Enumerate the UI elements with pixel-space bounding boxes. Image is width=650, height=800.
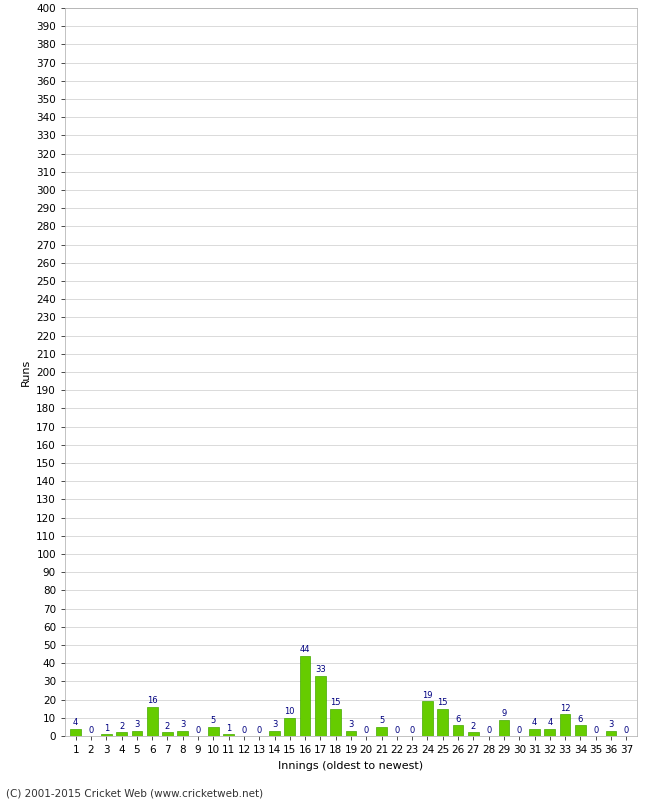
Bar <box>101 734 112 736</box>
Text: 2: 2 <box>119 722 124 731</box>
Text: 0: 0 <box>257 726 262 734</box>
Text: 5: 5 <box>211 717 216 726</box>
Bar <box>70 729 81 736</box>
Bar <box>224 734 234 736</box>
Bar <box>269 730 280 736</box>
Bar <box>208 727 218 736</box>
Text: 2: 2 <box>165 722 170 731</box>
Text: 5: 5 <box>379 717 384 726</box>
Bar <box>330 709 341 736</box>
Text: 0: 0 <box>88 726 94 734</box>
Bar <box>162 732 173 736</box>
Bar <box>376 727 387 736</box>
Text: 10: 10 <box>285 707 295 716</box>
Bar <box>452 725 463 736</box>
Text: 9: 9 <box>501 709 506 718</box>
X-axis label: Innings (oldest to newest): Innings (oldest to newest) <box>278 761 424 770</box>
Bar <box>131 730 142 736</box>
Text: 6: 6 <box>578 714 583 724</box>
Bar <box>346 730 356 736</box>
Bar <box>575 725 586 736</box>
Text: 3: 3 <box>348 720 354 729</box>
Text: 15: 15 <box>437 698 448 707</box>
Text: 4: 4 <box>547 718 552 727</box>
Text: 4: 4 <box>532 718 537 727</box>
Bar <box>499 720 510 736</box>
Text: 3: 3 <box>180 720 185 729</box>
Text: 16: 16 <box>147 697 157 706</box>
Bar <box>606 730 616 736</box>
Text: 0: 0 <box>196 726 201 734</box>
Bar <box>468 732 478 736</box>
Text: 2: 2 <box>471 722 476 731</box>
Text: 19: 19 <box>422 691 433 700</box>
Text: 1: 1 <box>226 724 231 733</box>
Bar <box>437 709 448 736</box>
Bar <box>545 729 555 736</box>
Text: 4: 4 <box>73 718 79 727</box>
Text: 0: 0 <box>363 726 369 734</box>
Bar <box>422 702 433 736</box>
Bar <box>147 707 157 736</box>
Text: 12: 12 <box>560 704 570 713</box>
Text: 15: 15 <box>330 698 341 707</box>
Bar <box>560 714 571 736</box>
Bar <box>116 732 127 736</box>
Text: 3: 3 <box>134 720 140 729</box>
Text: 1: 1 <box>103 724 109 733</box>
Bar <box>300 656 311 736</box>
Text: 0: 0 <box>486 726 491 734</box>
Bar <box>285 718 295 736</box>
Bar <box>177 730 188 736</box>
Text: 33: 33 <box>315 666 326 674</box>
Text: 44: 44 <box>300 646 310 654</box>
Text: 0: 0 <box>241 726 246 734</box>
Text: 0: 0 <box>623 726 629 734</box>
Y-axis label: Runs: Runs <box>21 358 31 386</box>
Text: 3: 3 <box>272 720 277 729</box>
Text: 6: 6 <box>456 714 461 724</box>
Text: 0: 0 <box>593 726 599 734</box>
Text: 0: 0 <box>517 726 522 734</box>
Bar <box>529 729 540 736</box>
Text: 0: 0 <box>410 726 415 734</box>
Text: 0: 0 <box>395 726 400 734</box>
Text: 3: 3 <box>608 720 614 729</box>
Bar <box>315 676 326 736</box>
Text: (C) 2001-2015 Cricket Web (www.cricketweb.net): (C) 2001-2015 Cricket Web (www.cricketwe… <box>6 789 264 798</box>
